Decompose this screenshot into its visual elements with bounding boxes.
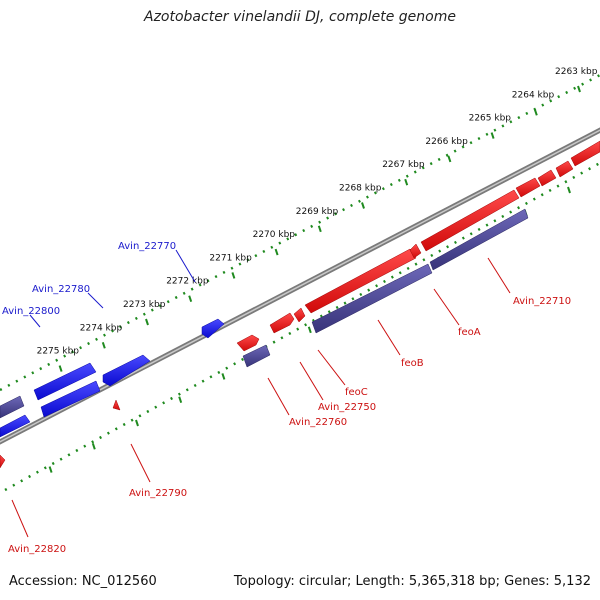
ruler-tick xyxy=(404,178,409,186)
gene-arrow-avin-22790-blue[interactable] xyxy=(40,380,101,418)
gene-label-avin-22710[interactable]: Avin_22710 xyxy=(513,296,571,307)
ruler-tick xyxy=(361,202,365,209)
tick-label: 2266 kbp xyxy=(425,137,468,147)
ruler-tick xyxy=(447,155,452,163)
gene-arrow-avin-22710[interactable] xyxy=(515,177,541,198)
inner-ruler-tick xyxy=(567,186,571,194)
other-features xyxy=(0,208,529,419)
tick-label: 2273 kbp xyxy=(123,300,166,310)
ruler-tick xyxy=(317,225,322,233)
ruler-tick xyxy=(577,85,581,93)
feature-avin-22760[interactable] xyxy=(242,344,271,368)
ruler-tick xyxy=(145,318,149,326)
gene-arrow-avin-22820[interactable] xyxy=(0,454,6,469)
tick-label: 2270 kbp xyxy=(253,230,296,240)
gene-arrow-small-1[interactable] xyxy=(293,307,306,323)
gene-arrow-edge-blue[interactable] xyxy=(0,414,31,438)
gene-arrow-r-5[interactable] xyxy=(570,140,600,167)
ruler-tick xyxy=(58,365,63,372)
ruler-tick xyxy=(490,132,495,139)
gene-label-feoc[interactable]: feoC xyxy=(345,387,368,398)
gene-arrow-avin-22790[interactable] xyxy=(112,399,121,411)
inner-ruler-tick xyxy=(135,419,139,427)
ruler-tick xyxy=(231,272,236,279)
gene-label-avin-22800[interactable]: Avin_22800 xyxy=(2,306,60,317)
ruler-tick xyxy=(533,108,538,116)
gene-label-avin-22750[interactable]: Avin_22750 xyxy=(318,402,376,413)
map-title: Azotobacter vinelandii DJ, complete geno… xyxy=(144,9,456,25)
gene-arrow-r-4[interactable] xyxy=(555,160,574,178)
gene-label-avin-22760[interactable]: Avin_22760 xyxy=(289,417,347,428)
feature-feob[interactable] xyxy=(311,263,433,334)
gene-arrow-small-2[interactable] xyxy=(409,243,422,259)
tick-label: 2263 kbp xyxy=(555,67,598,77)
gene-label-feoa[interactable]: feoA xyxy=(458,327,481,338)
tick-label: 2269 kbp xyxy=(296,207,339,217)
gene-label-feob[interactable]: feoB xyxy=(401,358,424,369)
inner-ruler-tick xyxy=(307,326,312,334)
feature-edge-purple[interactable] xyxy=(0,395,25,419)
gene-label-avin-22820[interactable]: Avin_22820 xyxy=(8,544,66,555)
forward-genes xyxy=(0,318,225,438)
inner-ruler-tick xyxy=(91,442,96,450)
topology-text: Topology: circular; Length: 5,365,318 bp… xyxy=(233,574,591,589)
tick-label: 2265 kbp xyxy=(469,114,512,124)
inner-ruler-tick xyxy=(178,396,183,404)
gene-label-avin-22780[interactable]: Avin_22780 xyxy=(32,284,90,295)
tick-label: 2264 kbp xyxy=(512,90,555,100)
gene-label-avin-22770[interactable]: Avin_22770 xyxy=(118,241,176,252)
tick-labels: 2263 kbp 2264 kbp 2265 kbp 2266 kbp 2267 kbp… xyxy=(37,67,598,357)
gene-arrow-avin-22750[interactable] xyxy=(236,334,260,352)
tick-label: 2272 kbp xyxy=(166,277,209,287)
ruler-tick xyxy=(274,248,279,256)
gene-labels: Avin_22770 Avin_22780 Avin_22800 Avin_22… xyxy=(2,241,571,555)
inner-ruler-tick xyxy=(221,373,226,380)
tick-label: 2267 kbp xyxy=(382,160,425,170)
accession-text: Accession: NC_012560 xyxy=(9,574,157,589)
inner-ruler-tick xyxy=(48,466,53,473)
tick-label: 2275 kbp xyxy=(37,347,80,357)
gene-arrow-avin-22780[interactable] xyxy=(102,354,151,387)
tick-label: 2274 kbp xyxy=(80,323,123,333)
gene-label-avin-22790[interactable]: Avin_22790 xyxy=(129,488,187,499)
ruler-tick xyxy=(101,341,106,349)
feature-avin-22710[interactable] xyxy=(429,208,529,271)
gene-arrow-feob[interactable] xyxy=(304,248,417,314)
gene-arrow-feoa[interactable] xyxy=(420,189,520,252)
ruler-tick xyxy=(188,295,193,303)
reverse-genes xyxy=(0,140,600,469)
tick-label: 2268 kbp xyxy=(339,184,382,194)
gene-arrow-avin-22800[interactable] xyxy=(33,362,97,401)
gene-arrow-feoc[interactable] xyxy=(269,312,295,334)
gene-arrow-avin-22770[interactable] xyxy=(201,318,225,339)
label-leaders xyxy=(11,249,511,538)
gene-arrow-r-3[interactable] xyxy=(537,169,557,187)
tick-label: 2271 kbp xyxy=(209,253,252,263)
